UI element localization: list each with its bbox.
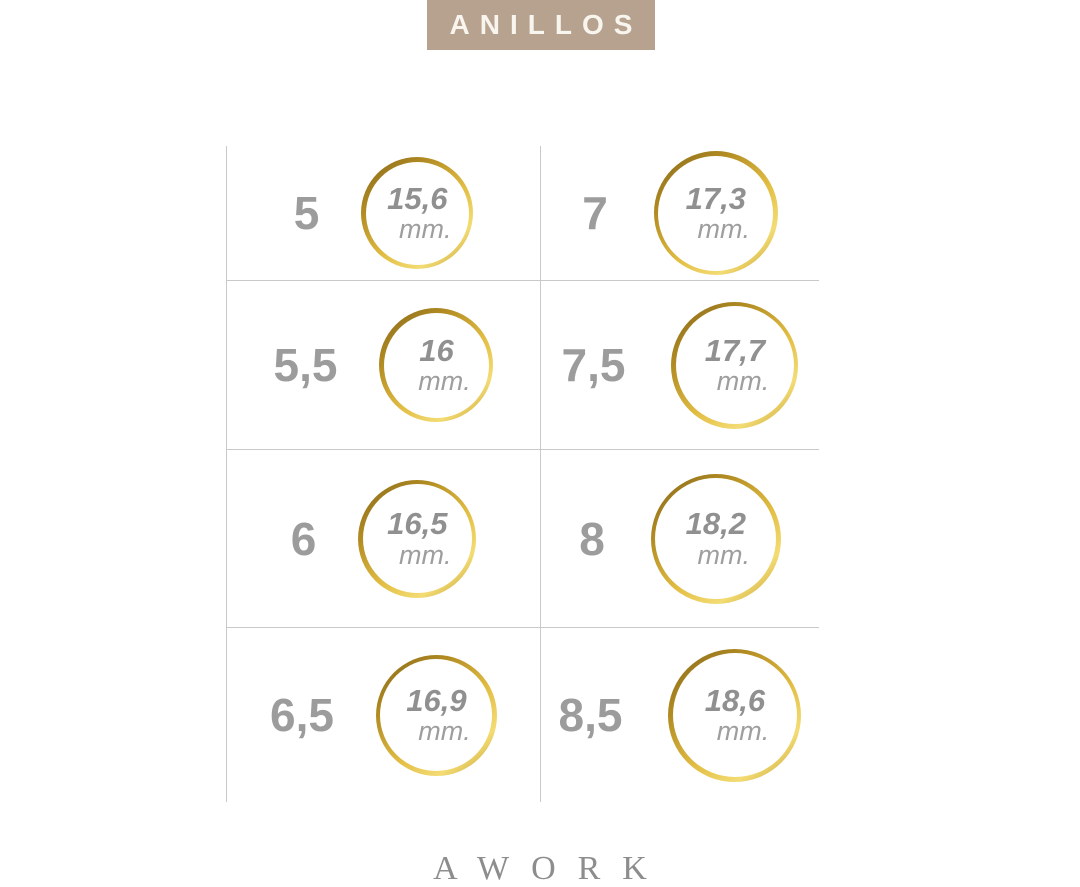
diameter-value: 15,6 bbox=[387, 180, 448, 216]
ring-diameter-circle: 18,6 mm. bbox=[668, 648, 802, 782]
ring-diameter-circle: 16,5 mm. bbox=[358, 479, 477, 598]
ring-size-cell: 7 17,3 mm. bbox=[541, 146, 819, 280]
ring-circle-inner: 16 mm. bbox=[383, 312, 489, 418]
ring-size-cell: 7,5 17,7 mm. bbox=[541, 281, 819, 449]
table-row: 6,5 16,9 mm. 8,5 18,6 mm. bbox=[227, 628, 819, 802]
ring-diameter-circle: 16 mm. bbox=[379, 308, 494, 422]
ring-diameter-circle: 17,7 mm. bbox=[671, 301, 799, 429]
table-row: 6 16,5 mm. 8 18,2 mm. bbox=[227, 450, 819, 628]
ring-diameter-circle: 17,3 mm. bbox=[653, 151, 778, 275]
diameter-unit: mm. bbox=[399, 539, 452, 570]
ring-circle-inner: 17,3 mm. bbox=[658, 155, 774, 271]
diameter-unit: mm. bbox=[399, 214, 452, 245]
ring-circle-inner: 15,6 mm. bbox=[365, 161, 469, 265]
diameter-value: 16,5 bbox=[387, 506, 448, 542]
diameter-value: 17,7 bbox=[704, 332, 766, 368]
header-banner: ANILLOS bbox=[427, 0, 655, 50]
diameter-unit: mm. bbox=[418, 366, 471, 397]
ring-diameter-circle: 18,2 mm. bbox=[650, 473, 781, 604]
ring-circle-inner: 16,5 mm. bbox=[362, 484, 472, 593]
diameter-value: 18,2 bbox=[685, 506, 746, 542]
ring-diameter-circle: 16,9 mm. bbox=[375, 654, 497, 776]
ring-circle-inner: 16,9 mm. bbox=[380, 659, 493, 771]
ring-size-label: 5 bbox=[293, 187, 320, 239]
ring-size-label: 8,5 bbox=[558, 689, 623, 741]
diameter-unit: mm. bbox=[697, 539, 751, 570]
ring-diameter-circle: 15,6 mm. bbox=[361, 157, 474, 269]
ring-size-cell: 6,5 16,9 mm. bbox=[227, 628, 541, 802]
diameter-value: 16 bbox=[419, 332, 454, 368]
ring-size-cell: 8 18,2 mm. bbox=[541, 450, 819, 627]
diameter-value: 18,6 bbox=[704, 682, 766, 718]
table-row: 5,5 16 mm. 7,5 17,7 mm. bbox=[227, 281, 819, 450]
ring-size-cell: 6 16,5 mm. bbox=[227, 450, 541, 627]
ring-circle-inner: 18,6 mm. bbox=[672, 653, 797, 777]
ring-size-label: 7,5 bbox=[561, 339, 626, 391]
ring-size-label: 6 bbox=[290, 512, 317, 565]
ring-size-label: 6,5 bbox=[270, 689, 334, 741]
ring-circle-inner: 17,7 mm. bbox=[675, 306, 794, 424]
ring-size-cell: 8,5 18,6 mm. bbox=[541, 628, 819, 802]
ring-size-label: 5,5 bbox=[273, 339, 338, 391]
ring-size-cell: 5,5 16 mm. bbox=[227, 281, 541, 449]
ring-size-label: 7 bbox=[582, 187, 608, 239]
page-title: ANILLOS bbox=[449, 9, 643, 40]
diameter-value: 16,9 bbox=[406, 682, 467, 718]
diameter-unit: mm. bbox=[716, 716, 770, 747]
brand-wordmark: AWORK bbox=[433, 850, 669, 887]
ring-size-label: 8 bbox=[579, 512, 605, 565]
diameter-unit: mm. bbox=[418, 716, 471, 747]
ring-size-table: 5 15,6 mm. 7 17,3 mm. bbox=[226, 146, 819, 802]
ring-size-cell: 5 15,6 mm. bbox=[227, 146, 541, 280]
ring-circle-inner: 18,2 mm. bbox=[655, 478, 777, 599]
diameter-unit: mm. bbox=[697, 214, 751, 245]
diameter-value: 17,3 bbox=[685, 180, 746, 216]
diameter-unit: mm. bbox=[716, 366, 770, 397]
table-row: 5 15,6 mm. 7 17,3 mm. bbox=[227, 146, 819, 281]
